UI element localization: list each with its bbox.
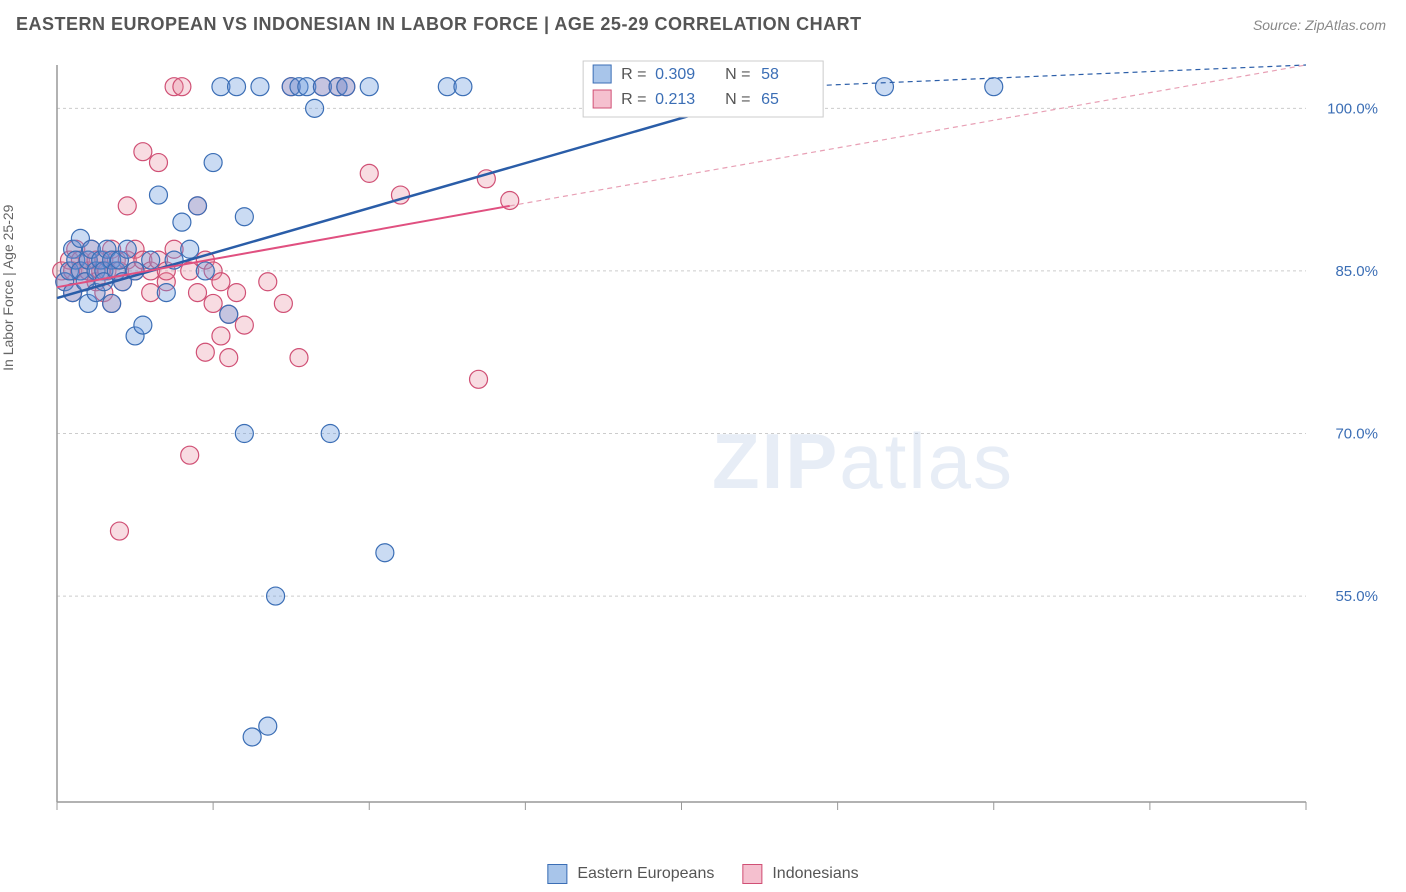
data-point <box>985 78 1003 96</box>
y-axis-label: In Labor Force | Age 25-29 <box>0 205 16 371</box>
data-point <box>212 273 230 291</box>
data-point <box>196 343 214 361</box>
data-point <box>173 78 191 96</box>
legend-r-value: 0.309 <box>655 66 695 83</box>
data-point <box>259 273 277 291</box>
data-point <box>274 294 292 312</box>
data-point <box>875 78 893 96</box>
data-point <box>337 78 355 96</box>
legend-n-label: N = <box>725 91 750 108</box>
watermark: ZIPatlas <box>712 417 1014 505</box>
legend-r-label: R = <box>621 91 646 108</box>
data-point <box>321 425 339 443</box>
data-point <box>204 294 222 312</box>
trend-line-ext <box>791 65 1306 87</box>
data-point <box>360 164 378 182</box>
legend-inset <box>583 61 823 117</box>
scatter-chart: 55.0%70.0%85.0%100.0%0.0%80.0%ZIPatlasR … <box>45 50 1386 832</box>
data-point <box>173 213 191 231</box>
legend-swatch <box>593 65 611 83</box>
data-point <box>157 284 175 302</box>
legend-item: Indonesians <box>742 864 858 884</box>
data-point <box>149 154 167 172</box>
data-point <box>220 349 238 367</box>
y-tick-label: 55.0% <box>1335 588 1378 605</box>
data-point <box>110 522 128 540</box>
data-point <box>204 154 222 172</box>
data-point <box>212 327 230 345</box>
y-tick-label: 70.0% <box>1335 426 1378 443</box>
data-point <box>196 262 214 280</box>
data-point <box>259 717 277 735</box>
legend-item: Eastern Europeans <box>547 864 714 884</box>
data-point <box>181 446 199 464</box>
data-point <box>103 294 121 312</box>
y-tick-label: 100.0% <box>1327 100 1378 117</box>
legend-swatch-icon <box>547 864 567 884</box>
legend-label: Eastern Europeans <box>577 865 714 883</box>
data-point <box>228 78 246 96</box>
data-point <box>134 316 152 334</box>
data-point <box>149 186 167 204</box>
data-point <box>220 305 238 323</box>
data-point <box>376 544 394 562</box>
legend-swatch-icon <box>742 864 762 884</box>
data-point <box>228 284 246 302</box>
data-point <box>235 316 253 334</box>
legend-swatch <box>593 90 611 108</box>
data-point <box>454 78 472 96</box>
data-point <box>360 78 378 96</box>
y-tick-label: 85.0% <box>1335 263 1378 280</box>
data-point <box>470 370 488 388</box>
data-point <box>181 240 199 258</box>
data-point <box>118 197 136 215</box>
data-point <box>189 284 207 302</box>
legend-r-value: 0.213 <box>655 91 695 108</box>
data-point <box>235 425 253 443</box>
source-label: Source: ZipAtlas.com <box>1253 17 1386 33</box>
legend-n-label: N = <box>725 66 750 83</box>
data-point <box>290 349 308 367</box>
chart-header: EASTERN EUROPEAN VS INDONESIAN IN LABOR … <box>0 0 1406 43</box>
data-point <box>267 587 285 605</box>
legend-n-value: 65 <box>761 91 779 108</box>
data-point <box>251 78 269 96</box>
data-point <box>118 240 136 258</box>
legend-n-value: 58 <box>761 66 779 83</box>
data-point <box>189 197 207 215</box>
legend-label: Indonesians <box>772 865 858 883</box>
data-point <box>142 251 160 269</box>
data-point <box>235 208 253 226</box>
chart-title: EASTERN EUROPEAN VS INDONESIAN IN LABOR … <box>16 14 862 35</box>
data-point <box>306 99 324 117</box>
data-point <box>134 143 152 161</box>
legend-r-label: R = <box>621 66 646 83</box>
chart-plot-area: 55.0%70.0%85.0%100.0%0.0%80.0%ZIPatlasR … <box>45 50 1386 832</box>
bottom-legend: Eastern Europeans Indonesians <box>547 864 858 884</box>
data-point <box>243 728 261 746</box>
